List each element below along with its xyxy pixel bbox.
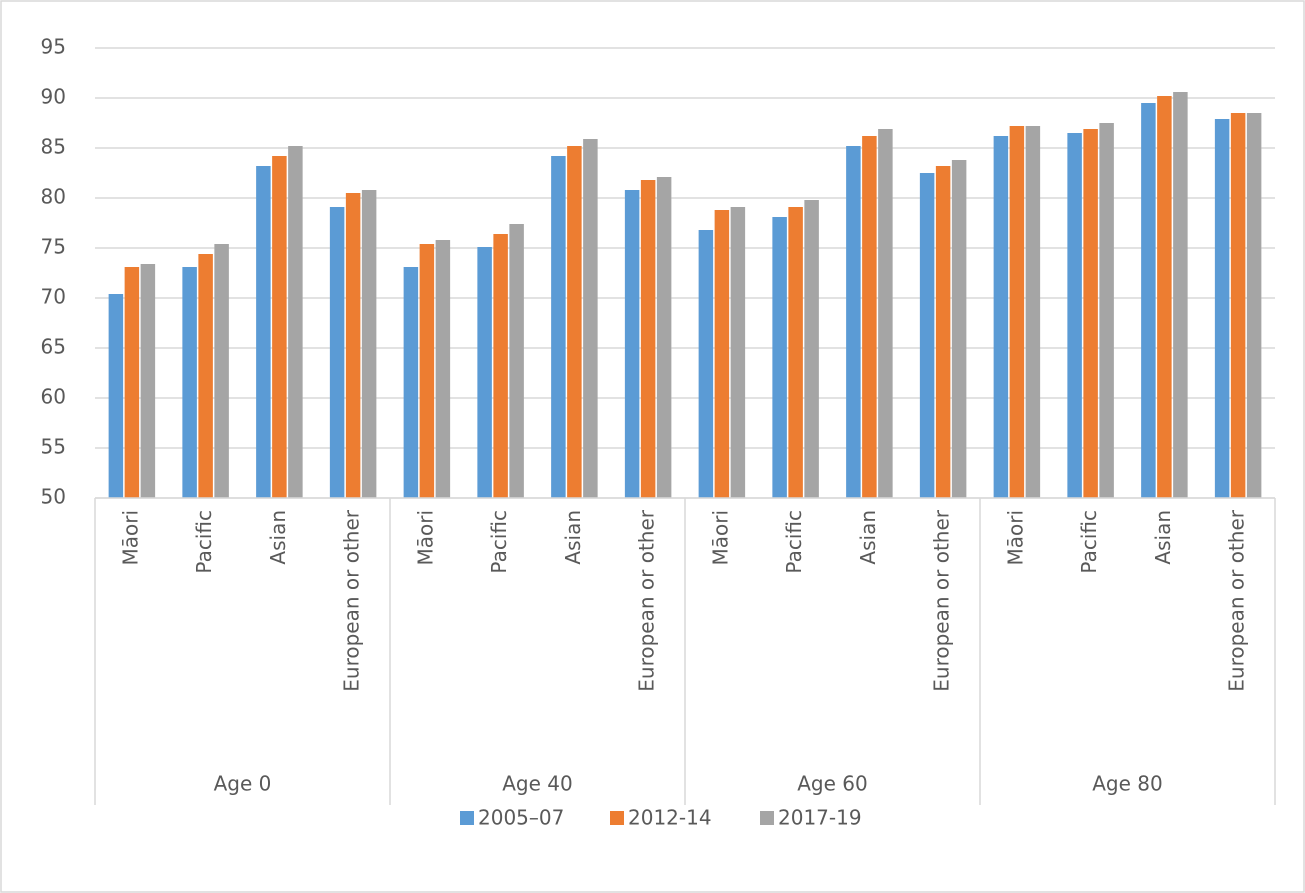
bar <box>993 136 1009 498</box>
legend-swatch <box>760 811 774 825</box>
bar <box>477 247 492 498</box>
bar <box>124 267 140 498</box>
bar <box>214 244 229 498</box>
x-tick-label: Māori <box>708 510 732 566</box>
bar <box>1009 126 1025 498</box>
x-tick-label: Asian <box>1151 510 1175 565</box>
bar <box>878 129 893 498</box>
x-tick-label: European or other <box>340 509 364 691</box>
bar <box>108 294 124 498</box>
x-tick-label: Pacific <box>192 510 216 574</box>
bar <box>551 156 566 498</box>
bar <box>1246 113 1262 498</box>
bar <box>435 240 451 498</box>
bar <box>182 267 197 498</box>
group-label: Age 0 <box>214 772 272 796</box>
bar <box>345 193 361 498</box>
legend-label: 2005–07 <box>478 806 564 830</box>
x-tick-label: Pacific <box>487 510 511 574</box>
x-tick-label: Pacific <box>782 510 806 574</box>
bar <box>140 264 156 498</box>
bar <box>567 146 582 498</box>
x-tick-label: Māori <box>413 510 437 566</box>
bar <box>951 160 967 498</box>
legend-swatch <box>460 811 474 825</box>
x-tick-label: Asian <box>266 510 290 565</box>
y-tick-label: 60 <box>41 385 66 409</box>
bar <box>772 217 787 498</box>
bar <box>1067 133 1082 498</box>
bar <box>698 230 714 498</box>
group-label: Age 60 <box>797 772 868 796</box>
bar <box>272 156 287 498</box>
bar <box>846 146 861 498</box>
x-tick-label: Pacific <box>1077 510 1101 574</box>
y-tick-label: 80 <box>41 185 66 209</box>
y-tick-label: 95 <box>41 35 66 59</box>
bar <box>640 180 656 498</box>
bar <box>583 139 598 498</box>
x-tick-label: Māori <box>1003 510 1027 566</box>
x-tick-label: European or other <box>930 509 954 691</box>
bar <box>256 166 271 498</box>
bar <box>804 200 819 498</box>
x-tick-label: European or other <box>635 509 659 691</box>
bar <box>919 173 935 498</box>
bar <box>862 136 877 498</box>
bar <box>1025 126 1041 498</box>
bar <box>1230 113 1246 498</box>
legend-swatch <box>610 811 624 825</box>
y-tick-label: 90 <box>41 85 66 109</box>
x-tick-label: Asian <box>561 510 585 565</box>
y-tick-label: 65 <box>41 335 66 359</box>
bar <box>509 224 524 498</box>
bar <box>1214 119 1230 498</box>
x-tick-label: Māori <box>118 510 142 566</box>
bar <box>1099 123 1114 498</box>
bar <box>1141 103 1156 498</box>
bar <box>329 207 345 498</box>
legend-label: 2017-19 <box>778 806 862 830</box>
bar <box>288 146 303 498</box>
y-tick-label: 70 <box>41 285 66 309</box>
bar <box>624 190 640 498</box>
group-label: Age 40 <box>502 772 573 796</box>
legend-label: 2012-14 <box>628 806 712 830</box>
group-label: Age 80 <box>1092 772 1163 796</box>
bar <box>714 210 730 498</box>
bar <box>198 254 213 498</box>
x-tick-label: European or other <box>1225 509 1249 691</box>
x-tick-label: Asian <box>856 510 880 565</box>
bar <box>656 177 672 498</box>
bar <box>788 207 803 498</box>
bar <box>361 190 377 498</box>
y-tick-label: 75 <box>41 235 66 259</box>
bar <box>419 244 435 498</box>
bar <box>1157 96 1172 498</box>
bar <box>493 234 508 498</box>
y-tick-label: 50 <box>41 485 66 509</box>
bar <box>1173 92 1188 498</box>
y-tick-label: 55 <box>41 435 66 459</box>
bar <box>935 166 951 498</box>
bar <box>730 207 746 498</box>
y-tick-label: 85 <box>41 135 66 159</box>
bar <box>1083 129 1098 498</box>
bar <box>403 267 419 498</box>
